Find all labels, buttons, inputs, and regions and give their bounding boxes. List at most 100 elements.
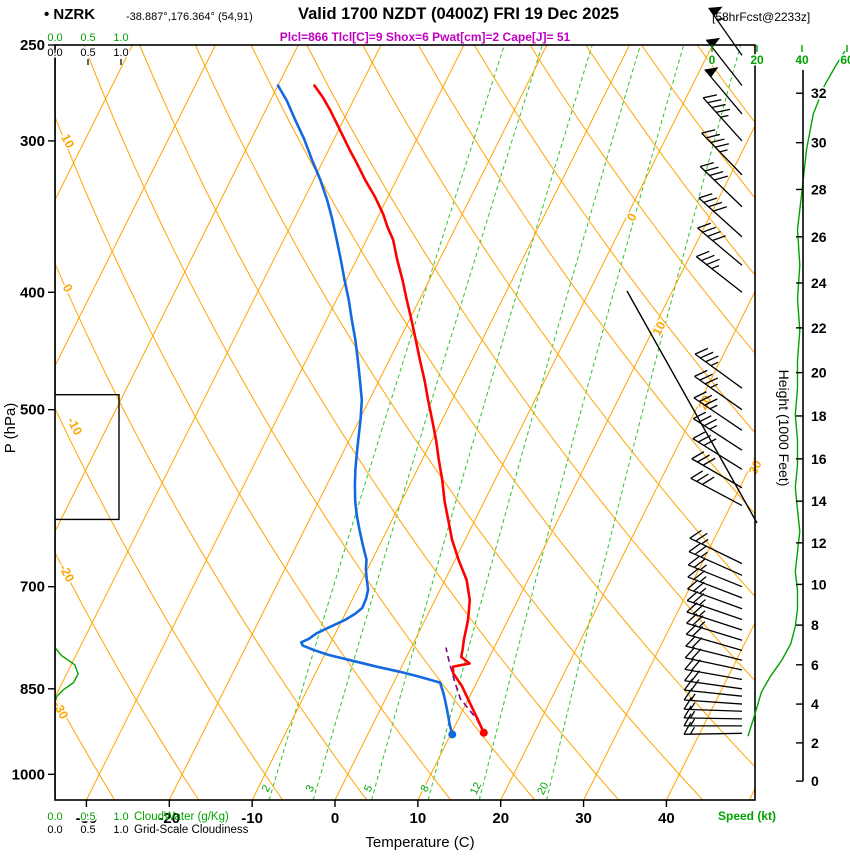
cloudwater-scale-label-bottom: 0.5	[80, 811, 95, 823]
wind-barb-half	[699, 611, 705, 616]
station-coordinates: -38.887°,176.364° (54,91)	[126, 11, 253, 23]
wind-barb-staff	[684, 718, 742, 719]
height-axis-title: Height (1000 Feet)	[776, 370, 792, 487]
cloudiness-legend-label: Grid-Scale Cloudiness	[134, 824, 249, 836]
wind-barb-half	[711, 362, 718, 365]
wind-barb-feather	[692, 452, 704, 459]
isotherm-line	[86, 45, 464, 800]
wind-barb-feather	[706, 134, 720, 137]
plot-border	[55, 45, 755, 800]
wind-barb-feather	[694, 559, 705, 568]
forecast-reference: [58hrFcst@2233z]	[712, 10, 810, 24]
wind-barb-feather	[692, 649, 701, 659]
height-tick-label: 32	[811, 85, 827, 101]
cloudiness-scale-label-bottom: 0.5	[80, 824, 95, 836]
surface-dewpoint-dot	[448, 730, 456, 738]
cloudiness-scale-label-bottom: 1.0	[113, 824, 128, 836]
temperature-curve	[314, 86, 483, 733]
pressure-tick-label: 400	[20, 284, 45, 301]
wind-barb-feather	[695, 546, 706, 554]
wind-barb-staff	[684, 700, 742, 704]
height-tick-label: 26	[811, 229, 827, 245]
dry-adiabat-label: -30	[50, 699, 71, 721]
cloudwater-scale-label-bottom: 0.0	[47, 811, 62, 823]
wind-barb-feather	[692, 626, 702, 636]
isotherm-line	[501, 45, 850, 800]
wind-barb-staff	[688, 577, 742, 598]
height-tick-label: 30	[811, 135, 827, 151]
wind-barb-half	[691, 727, 695, 734]
height-tick-label: 2	[811, 735, 819, 751]
pressure-tick-label: 500	[20, 402, 45, 419]
dry-adiabat-line	[474, 45, 850, 800]
station-name: • NZRK	[44, 6, 95, 23]
height-tick-label: 20	[811, 365, 827, 381]
pressure-tick-label: 700	[20, 579, 45, 596]
wind-barb-feather	[714, 176, 727, 180]
wind-barb-staff	[689, 552, 742, 576]
temperature-tick-label: 10	[410, 810, 427, 827]
height-tick-label: 8	[811, 617, 819, 633]
wind-barb-feather	[706, 356, 719, 362]
wind-barb-feather	[699, 194, 712, 198]
height-tick-label: 10	[811, 576, 827, 592]
wind-barb-feather	[698, 435, 710, 442]
dry-adiabat-line	[251, 45, 787, 800]
mixing-ratio-line	[372, 45, 593, 800]
wind-barb-feather	[708, 232, 721, 237]
mixing-ratio-label: 12	[468, 780, 484, 796]
surface-temperature-dot	[480, 729, 488, 737]
wind-barb-half	[712, 266, 719, 269]
mixing-ratio-line	[428, 45, 640, 800]
isotherm-line	[4, 45, 382, 800]
speed-tick-label: 20	[750, 53, 764, 67]
wind-barb-feather	[693, 605, 703, 614]
wind-barb-feather	[702, 477, 714, 484]
wind-barb-half	[721, 115, 729, 117]
wind-barb-staff	[696, 257, 742, 293]
wind-barb-feather	[691, 660, 700, 671]
speed-tick-label: 0	[709, 53, 716, 67]
height-tick-label: 14	[811, 493, 827, 509]
wind-barb-feather	[703, 227, 716, 232]
wind-barb-feather	[701, 255, 714, 260]
wind-barb-half	[710, 426, 717, 430]
pressure-axis-title: P (hPa)	[2, 403, 19, 454]
wind-barb-feather	[711, 139, 725, 142]
pressure-tick-label: 850	[20, 681, 45, 698]
mixing-ratio-label: 5	[362, 783, 375, 794]
wind-barb-feather	[686, 625, 696, 635]
cloudwater-scale-label-bottom: 1.0	[113, 811, 128, 823]
background-grid	[0, 45, 850, 800]
wind-barb-feather	[708, 100, 722, 103]
mixing-ratio-line	[269, 45, 504, 800]
wind-barb-feather	[707, 259, 720, 264]
dry-adiabat-line	[140, 45, 619, 800]
mixing-ratio-line	[479, 45, 683, 800]
temperature-tick-label: 0	[331, 810, 339, 827]
wind-barb-feather	[693, 432, 705, 439]
pressure-tick-label: 300	[20, 133, 45, 150]
wind-barb-feather	[716, 109, 730, 112]
wind-barb-staff	[684, 690, 742, 696]
wind-barb-feather	[703, 458, 715, 465]
wind-barb-feather	[696, 251, 709, 256]
height-tick-label: 18	[811, 408, 827, 424]
temperature-axis-title: Temperature (C)	[365, 834, 474, 851]
wind-barb-staff	[703, 98, 742, 141]
wind-barb-staff	[687, 589, 742, 609]
wind-barb-feather	[713, 207, 726, 211]
wind-barb-staff	[684, 733, 742, 734]
wind-barb-feather	[697, 474, 709, 481]
wind-barb-feather	[695, 348, 708, 354]
wind-barb-feather	[686, 636, 696, 646]
height-tick-label: 12	[811, 535, 827, 551]
mixing-ratio-label: 3	[304, 783, 317, 794]
wind-barb-staff	[687, 601, 742, 620]
wind-barb-staff	[688, 565, 742, 587]
wind-barb-feather	[715, 144, 729, 147]
cloudiness-scale-label-top: 1.0	[113, 47, 128, 59]
